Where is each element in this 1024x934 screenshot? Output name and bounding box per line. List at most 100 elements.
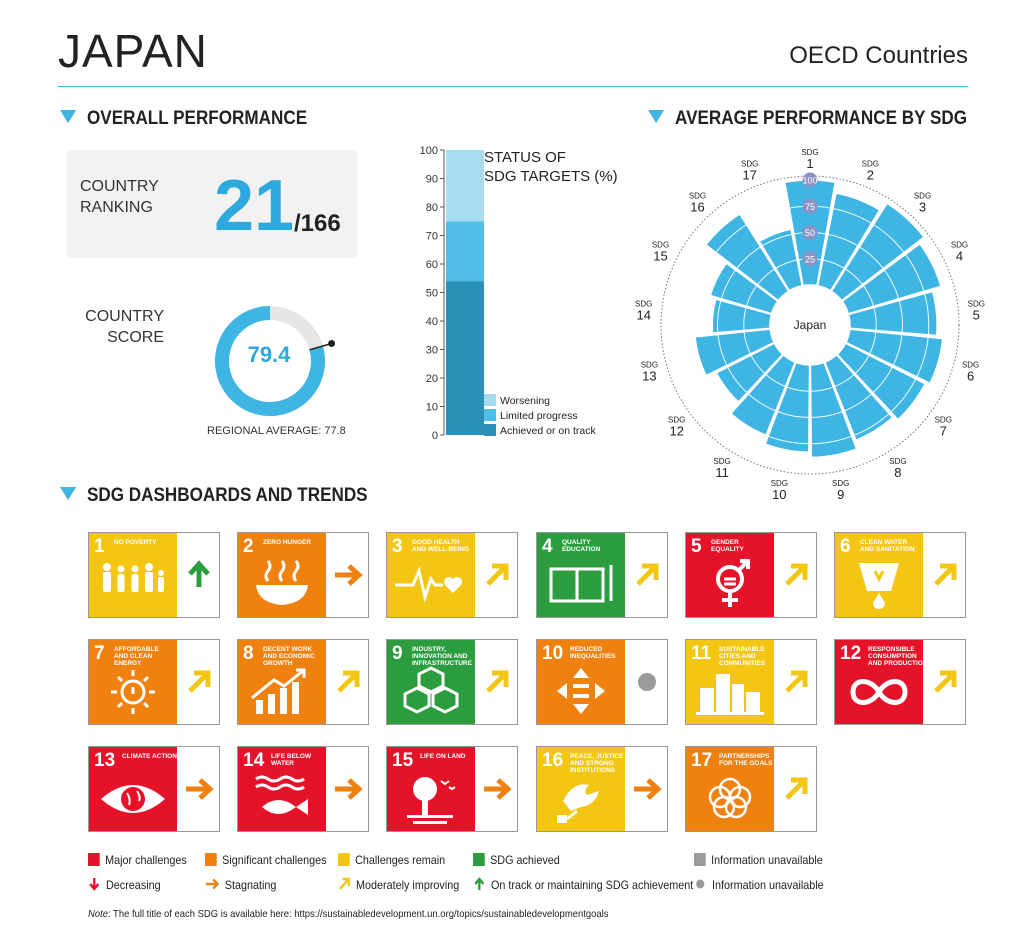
section-title-dashboards: SDG DASHBOARDS AND TRENDS [60, 485, 368, 507]
radial-category-label: 6 [967, 369, 974, 384]
arrow-up-right-icon [339, 877, 350, 890]
sdg-tile-16: 16 PEACE, JUSTICE AND STRONG INSTITUTIONS [536, 746, 668, 832]
status-tick-label: 50 [426, 288, 438, 300]
status-tick-label: 10 [426, 402, 438, 414]
sdg-tile-title: NO POVERTY [114, 539, 157, 546]
radial-category-prefix: SDG [914, 192, 931, 201]
ranking-panel [67, 150, 357, 258]
water-icon [859, 563, 899, 609]
header-divider [58, 86, 968, 87]
legend-achieved: SDG achieved [473, 853, 560, 867]
sdg-tile-rating-square: 4 QUALITY EDUCATION [537, 533, 625, 617]
sdg-tile-rating-square: 9 INDUSTRY, INNOVATION AND INFRASTRUCTURE [387, 640, 475, 724]
gauge-fill [215, 306, 325, 416]
sdg-tile-7: 7 AFFORDABLE AND CLEAN ENERGY [88, 639, 220, 725]
radial-tick-label: 75 [805, 202, 815, 212]
status-legend-swatch [484, 424, 496, 436]
sdg-tile-trend [477, 747, 517, 831]
radial-category-prefix: SDG [741, 159, 758, 168]
sdg-tile-10: 10 REDUCED INEQUALITIES [536, 639, 668, 725]
gauge-marker [309, 342, 332, 351]
sdg-tile-title: LIFE BELOW WATER [271, 753, 312, 767]
arrow-down-icon [89, 878, 100, 891]
radial-tick-badge [802, 251, 818, 267]
sdg-tile-trend [776, 747, 816, 831]
legend-unavailable-dot: Information unavailable [694, 877, 824, 892]
legend-major: Major challenges [88, 853, 187, 867]
sdg-tile-title: PEACE, JUSTICE AND STRONG INSTITUTIONS [570, 753, 624, 774]
sdg-tile-rating-square: 5 GENDER EQUALITY [686, 533, 774, 617]
ranking-value: 21 [214, 166, 295, 246]
legend-label: Significant challenges [222, 853, 327, 867]
status-tick-label: 60 [426, 259, 438, 271]
radial-category-prefix: SDG [832, 479, 849, 488]
legend-swatch [694, 853, 706, 866]
radial-category-prefix: SDG [668, 416, 685, 425]
sdg-tile-title: INDUSTRY, INNOVATION AND INFRASTRUCTURE [412, 646, 472, 667]
sdg-tile-number: 7 [94, 643, 105, 664]
bowl-icon [256, 560, 308, 605]
status-legend-label: Worsening [500, 395, 550, 407]
arrow-up-right-icon [188, 670, 211, 693]
radial-category-label: 10 [772, 487, 786, 502]
arrow-up-right-icon [934, 670, 957, 693]
score-label-line: COUNTRY [85, 308, 164, 325]
status-legend-swatch [484, 409, 496, 421]
status-tick-label: 70 [426, 231, 438, 243]
status-tick-label: 20 [426, 373, 438, 385]
sdg-tile-title: GENDER EQUALITY [711, 539, 744, 553]
sdg-tile-2: 2 ZERO HUNGER [237, 532, 369, 618]
arrow-right-icon [484, 778, 512, 800]
sdg-tile-8: 8 DECENT WORK AND ECONOMIC GROWTH [237, 639, 369, 725]
radial-category-label: 8 [894, 465, 901, 480]
radial-category-label: 9 [837, 487, 844, 502]
radial-category-label: 12 [669, 424, 683, 439]
legend-on-track: On track or maintaining SDG achievement [473, 877, 693, 892]
footnote-label: Note [88, 908, 108, 920]
sdg-tile-title: LIFE ON LAND [420, 753, 466, 760]
arrow-up-right-icon [785, 563, 808, 586]
sdg-tile-number: 4 [542, 536, 553, 557]
section-title-text: OVERALL PERFORMANCE [87, 108, 308, 129]
radial-center [770, 285, 850, 365]
sdg-tile-14: 14 LIFE BELOW WATER [237, 746, 369, 832]
legend-label: SDG achieved [490, 853, 560, 867]
radial-category-prefix: SDG [771, 479, 788, 488]
book-icon [549, 565, 613, 603]
legend-label: Moderately improving [356, 878, 460, 892]
city-icon [696, 674, 764, 715]
radial-category-prefix: SDG [689, 192, 706, 201]
section-title-overall: OVERALL PERFORMANCE [60, 108, 307, 130]
sdg-tile-rating-square: 17 PARTNERSHIPS FOR THE GOALS [686, 747, 774, 831]
radial-category-label: 13 [642, 369, 656, 384]
radial-category-label: 7 [940, 424, 947, 439]
section-title-average: AVERAGE PERFORMANCE BY SDG [648, 108, 967, 130]
sdg-tile-11: 11 SUSTAINABLE CITIES AND COMMUNITIES [685, 639, 817, 725]
radial-center-label: Japan [794, 318, 827, 332]
sdg-tile-trend [328, 747, 368, 831]
legend-decreasing: Decreasing [88, 877, 161, 892]
radial-category-prefix: SDG [935, 416, 952, 425]
radial-category-prefix: SDG [801, 148, 818, 157]
arrow-up-right-icon [486, 670, 509, 693]
dove-icon [557, 784, 599, 823]
radial-tick-label: 25 [805, 254, 815, 264]
sdg-tile-rating-square: 11 SUSTAINABLE CITIES AND COMMUNITIES [686, 640, 774, 724]
radial-tick-label: 50 [805, 228, 815, 238]
section-title-text: SDG DASHBOARDS AND TRENDS [87, 485, 368, 506]
radial-tick-label: 100 [802, 176, 817, 186]
sdg-tile-rating-square: 12 RESPONSIBLE CONSUMPTION AND PRODUCTION [835, 640, 928, 724]
status-tick-label: 90 [426, 174, 438, 186]
status-bar-segment [446, 150, 484, 222]
radial-category-label: 11 [715, 465, 729, 480]
sdg-tile-rating-square: 16 PEACE, JUSTICE AND STRONG INSTITUTIONS [537, 747, 625, 831]
sdg-tile-title: DECENT WORK AND ECONOMIC GROWTH [263, 646, 315, 667]
sdg-tile-3: 3 GOOD HEALTH AND WELL-BEING [386, 532, 518, 618]
sdg-tile-number: 13 [94, 750, 116, 771]
eye-globe-icon [101, 785, 165, 813]
arrow-right-icon [335, 564, 363, 586]
radial-category-prefix: SDG [862, 159, 879, 168]
status-tick-label: 100 [420, 145, 438, 157]
arrow-up-right-icon [785, 777, 808, 800]
